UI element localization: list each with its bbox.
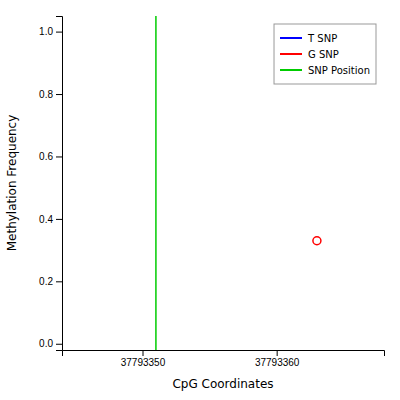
tick-mark bbox=[143, 350, 144, 356]
tick-label: 1.0 bbox=[39, 26, 53, 37]
point bbox=[313, 237, 321, 245]
tick: 0.4 bbox=[39, 214, 62, 225]
tick-mark bbox=[56, 94, 62, 95]
tick-label: 0.2 bbox=[39, 276, 53, 287]
plot-area: 37793350 37793360 0.0 0.2 0.4 0.6 0.8 1.0 T SNP G… bbox=[39, 16, 384, 368]
chart: 37793350 37793360 0.0 0.2 0.4 0.6 0.8 1.0 T SNP G… bbox=[0, 0, 400, 400]
x-axis: 37793350 37793360 bbox=[63, 350, 385, 368]
tick: 0.6 bbox=[39, 151, 62, 162]
legend-swatch bbox=[280, 37, 302, 39]
tick-label: 0.6 bbox=[39, 151, 53, 162]
tick-mark bbox=[56, 156, 62, 157]
vertical-line bbox=[155, 16, 157, 350]
legend-label: G SNP bbox=[308, 49, 339, 60]
legend: T SNP G SNP SNP Position bbox=[274, 24, 376, 84]
y-axis-title: Methylation Frequency bbox=[5, 115, 19, 252]
tick-label: 0.0 bbox=[39, 338, 53, 349]
tick: 1.0 bbox=[39, 26, 62, 37]
tick: 0.2 bbox=[39, 276, 62, 287]
tick-label: 37793350 bbox=[121, 357, 166, 368]
legend-box bbox=[274, 24, 376, 84]
legend-item: G SNP bbox=[280, 49, 339, 60]
tick: 0.0 bbox=[39, 338, 62, 349]
tick-label: 0.4 bbox=[39, 214, 53, 225]
y-axis: 0.0 0.2 0.4 0.6 0.8 1.0 bbox=[39, 17, 62, 351]
tick: 0.8 bbox=[39, 89, 62, 100]
legend-label: T SNP bbox=[307, 33, 337, 44]
tick-mark bbox=[56, 344, 62, 345]
tick-label: 37793360 bbox=[255, 357, 300, 368]
tick: 37793360 bbox=[255, 350, 300, 368]
tick-label: 0.8 bbox=[39, 89, 53, 100]
axis-line bbox=[56, 17, 63, 351]
axis-line bbox=[63, 351, 385, 357]
tick-mark bbox=[56, 281, 62, 282]
legend-swatch bbox=[280, 53, 302, 55]
legend-item: T SNP bbox=[280, 33, 337, 44]
legend-label: SNP Position bbox=[308, 65, 370, 76]
legend-swatch bbox=[280, 69, 302, 71]
legend-item: SNP Position bbox=[280, 65, 370, 76]
tick-mark bbox=[56, 219, 62, 220]
tick: 37793350 bbox=[121, 350, 166, 368]
x-axis-title: CpG Coordinates bbox=[172, 377, 273, 391]
tick-mark bbox=[277, 350, 278, 356]
tick-mark bbox=[56, 32, 62, 33]
